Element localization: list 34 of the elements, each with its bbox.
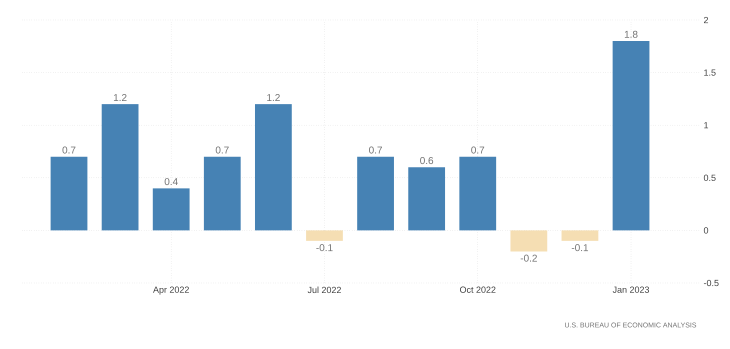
data-label: 0.7 (369, 146, 382, 154)
bar (102, 104, 138, 230)
data-label: 1.2 (267, 94, 280, 101)
bar (510, 230, 548, 252)
bar (152, 188, 190, 230)
bar (612, 41, 650, 230)
data-label: 0.7 (216, 146, 229, 154)
bar (357, 156, 394, 230)
data-label: 1.2 (114, 94, 127, 101)
bar (408, 167, 446, 230)
data-label: 0.4 (164, 178, 178, 186)
bar (254, 104, 292, 230)
bar (459, 156, 496, 230)
data-label: -0.1 (316, 244, 333, 252)
bar (50, 156, 88, 230)
y-tick-label: -0.5 (704, 280, 719, 286)
bar (306, 230, 343, 241)
y-tick-label: 2 (704, 16, 708, 24)
x-tick-label: Oct 2022 (460, 286, 496, 293)
data-label: -0.1 (572, 244, 588, 252)
y-tick-label: 0 (704, 227, 708, 234)
bar (562, 230, 598, 241)
y-tick-label: 1 (704, 122, 708, 128)
data-label: 0.7 (471, 146, 484, 154)
data-label: 1.8 (624, 30, 638, 38)
x-tick-label: Jan 2023 (612, 286, 650, 293)
x-tick-label: Apr 2022 (153, 286, 189, 295)
data-label: 0.6 (420, 157, 434, 164)
x-tick-label: Jul 2022 (308, 286, 341, 294)
y-tick-label: 1.5 (704, 69, 716, 76)
y-tick-label: 0.5 (704, 174, 716, 181)
data-label: 0.7 (62, 146, 76, 154)
bar (204, 156, 241, 230)
data-label: -0.2 (520, 254, 537, 262)
